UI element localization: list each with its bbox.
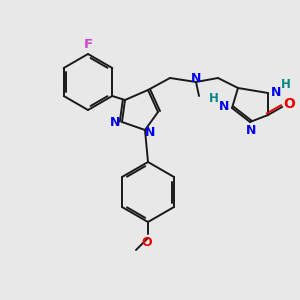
Text: N: N bbox=[219, 100, 229, 112]
Text: N: N bbox=[145, 127, 155, 140]
Text: N: N bbox=[191, 71, 201, 85]
Text: O: O bbox=[142, 236, 152, 248]
Text: N: N bbox=[246, 124, 256, 136]
Text: H: H bbox=[281, 79, 291, 92]
Text: F: F bbox=[83, 38, 93, 50]
Text: N: N bbox=[271, 85, 281, 98]
Text: H: H bbox=[209, 92, 219, 104]
Text: O: O bbox=[283, 97, 295, 111]
Text: N: N bbox=[110, 116, 120, 128]
